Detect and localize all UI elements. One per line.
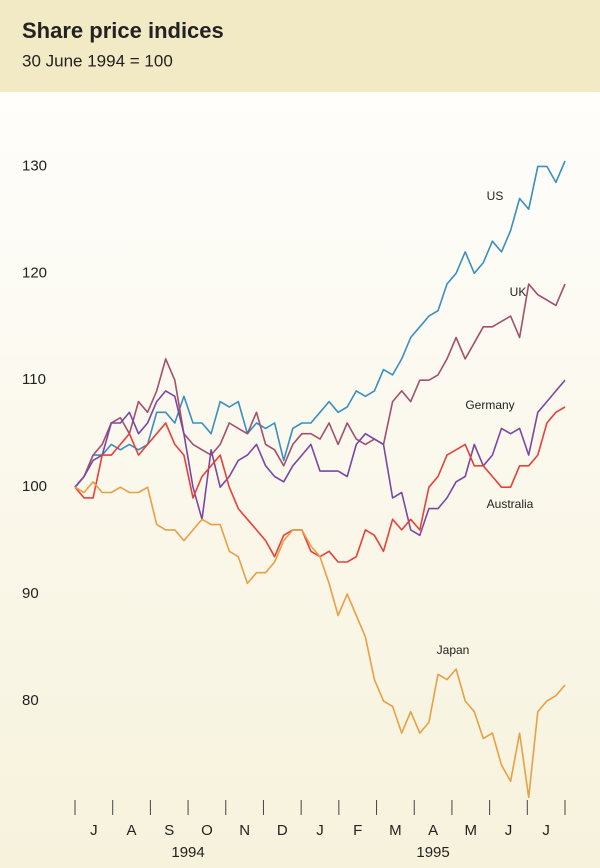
x-tick-label: F bbox=[353, 822, 362, 839]
y-tick-label: 100 bbox=[22, 478, 47, 495]
y-tick-label: 90 bbox=[22, 585, 39, 602]
y-tick-label: 130 bbox=[22, 157, 47, 174]
x-tick-label: J bbox=[542, 822, 550, 839]
x-tick-label: O bbox=[201, 822, 213, 839]
y-tick-label: 80 bbox=[22, 692, 39, 709]
series-label: Australia bbox=[487, 497, 534, 511]
series-line bbox=[74, 160, 566, 488]
x-tick-label: M bbox=[465, 822, 478, 839]
series-line bbox=[74, 283, 566, 488]
series-line bbox=[74, 481, 566, 799]
year-label: 1994 bbox=[171, 844, 204, 861]
chart-subtitle: 30 June 1994 = 100 bbox=[22, 51, 173, 70]
x-tick-label: D bbox=[277, 822, 288, 839]
series-label: UK bbox=[510, 285, 527, 299]
series-label: US bbox=[487, 189, 504, 203]
x-tick-label: S bbox=[164, 822, 174, 839]
year-label: 1995 bbox=[416, 844, 449, 861]
chart-title: Share price indices bbox=[22, 18, 224, 43]
series-label: Germany bbox=[465, 398, 514, 412]
x-tick-label: A bbox=[428, 822, 438, 839]
x-tick-label: J bbox=[90, 822, 98, 839]
x-tick-label: A bbox=[127, 822, 137, 839]
series-label: Japan bbox=[437, 643, 470, 657]
y-tick-label: 120 bbox=[22, 264, 47, 281]
x-tick-label: N bbox=[239, 822, 250, 839]
header-band bbox=[0, 0, 600, 92]
x-tick-label: M bbox=[389, 822, 402, 839]
x-tick-label: J bbox=[316, 822, 324, 839]
x-tick-label: J bbox=[505, 822, 513, 839]
y-tick-label: 110 bbox=[22, 371, 46, 388]
